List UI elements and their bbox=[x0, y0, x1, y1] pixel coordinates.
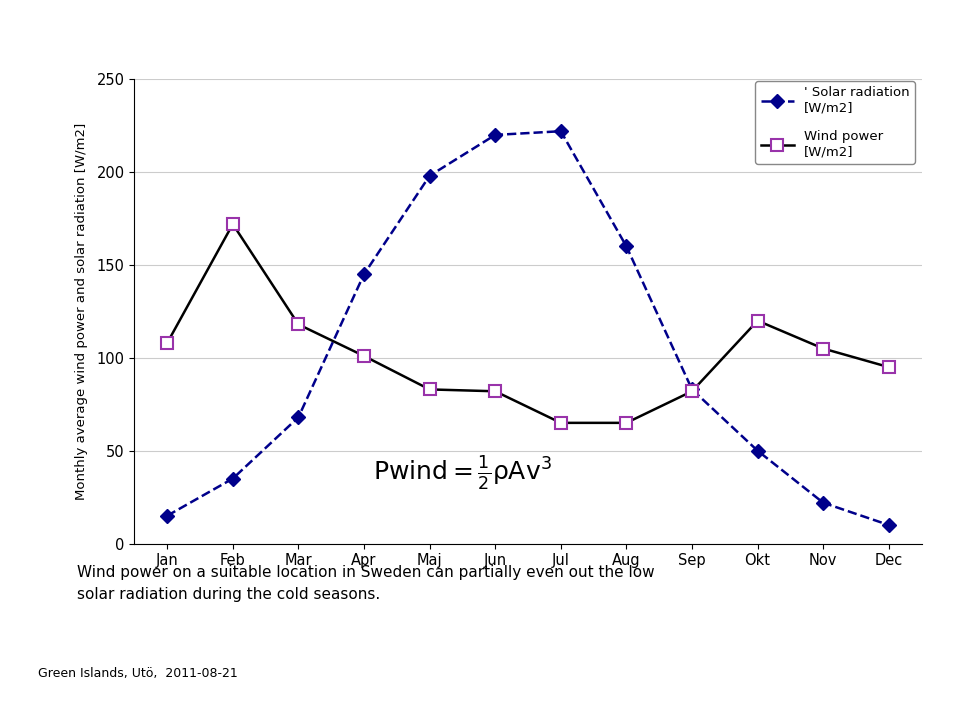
Text: Green Islands, Utö,  2011-08-21: Green Islands, Utö, 2011-08-21 bbox=[38, 667, 238, 680]
Legend: ' Solar radiation
[W/m2], Wind power
[W/m2]: ' Solar radiation [W/m2], Wind power [W/… bbox=[756, 81, 915, 163]
Text: solar radiation during the cold seasons.: solar radiation during the cold seasons. bbox=[77, 587, 380, 602]
Text: Wind power on a suitable location in Sweden can partially even out the low: Wind power on a suitable location in Swe… bbox=[77, 565, 655, 580]
Text: Potential: Potential bbox=[362, 18, 483, 42]
Text: $\rm Pwind = \frac{1}{2}\rho Av^3$: $\rm Pwind = \frac{1}{2}\rho Av^3$ bbox=[372, 454, 552, 492]
Y-axis label: Monthly average wind power and solar radiation [W/m2]: Monthly average wind power and solar rad… bbox=[75, 123, 88, 500]
Text: www.du.se: www.du.se bbox=[839, 22, 922, 37]
